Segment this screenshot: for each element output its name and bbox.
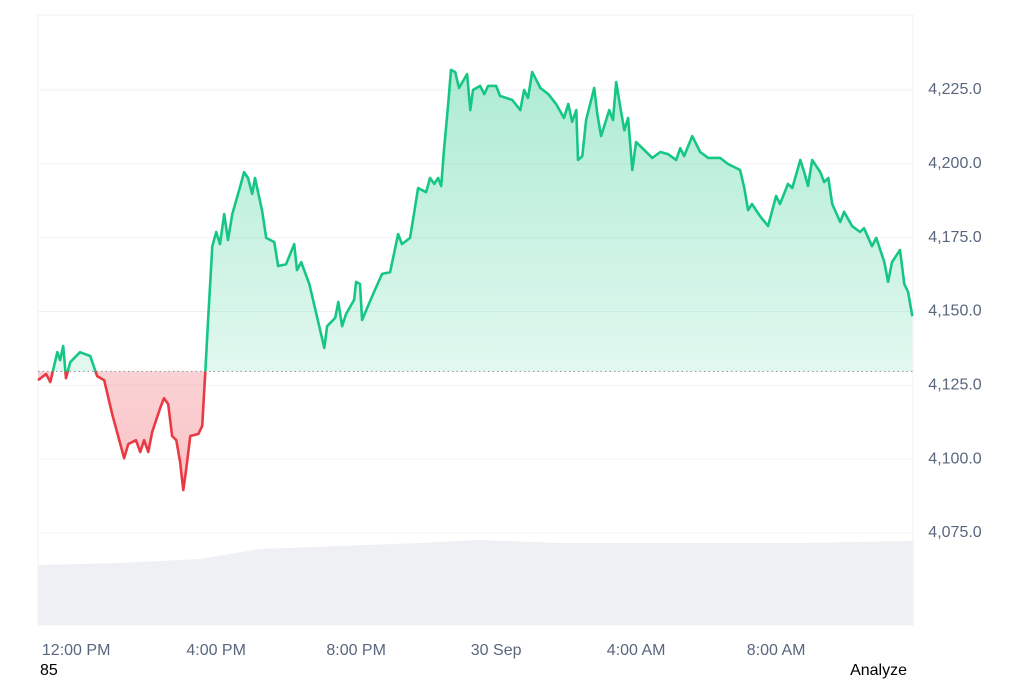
area-fill-up [52,69,913,372]
volume-area [38,540,913,625]
area-fill-down [38,371,913,491]
footer-left: 85 [40,662,58,679]
y-tick-label: 4,125.0 [928,376,981,393]
y-tick-label: 4,175.0 [928,229,981,246]
y-tick-label: 4,150.0 [928,303,981,320]
x-tick-label: 8:00 PM [326,642,386,659]
x-tick-label: 8:00 AM [747,642,806,659]
y-tick-label: 4,075.0 [928,524,981,541]
y-tick-label: 4,225.0 [928,81,981,98]
y-tick-label: 4,100.0 [928,450,981,467]
x-tick-label: 4:00 PM [186,642,246,659]
price-line [37,68,914,492]
y-tick-label: 4,200.0 [928,155,981,172]
x-tick-label: 30 Sep [471,642,522,659]
analyze-button[interactable]: Analyze [850,662,907,679]
plot-layer [37,68,914,534]
x-tick-label: 12:00 PM [42,642,110,659]
x-tick-label: 4:00 AM [607,642,666,659]
